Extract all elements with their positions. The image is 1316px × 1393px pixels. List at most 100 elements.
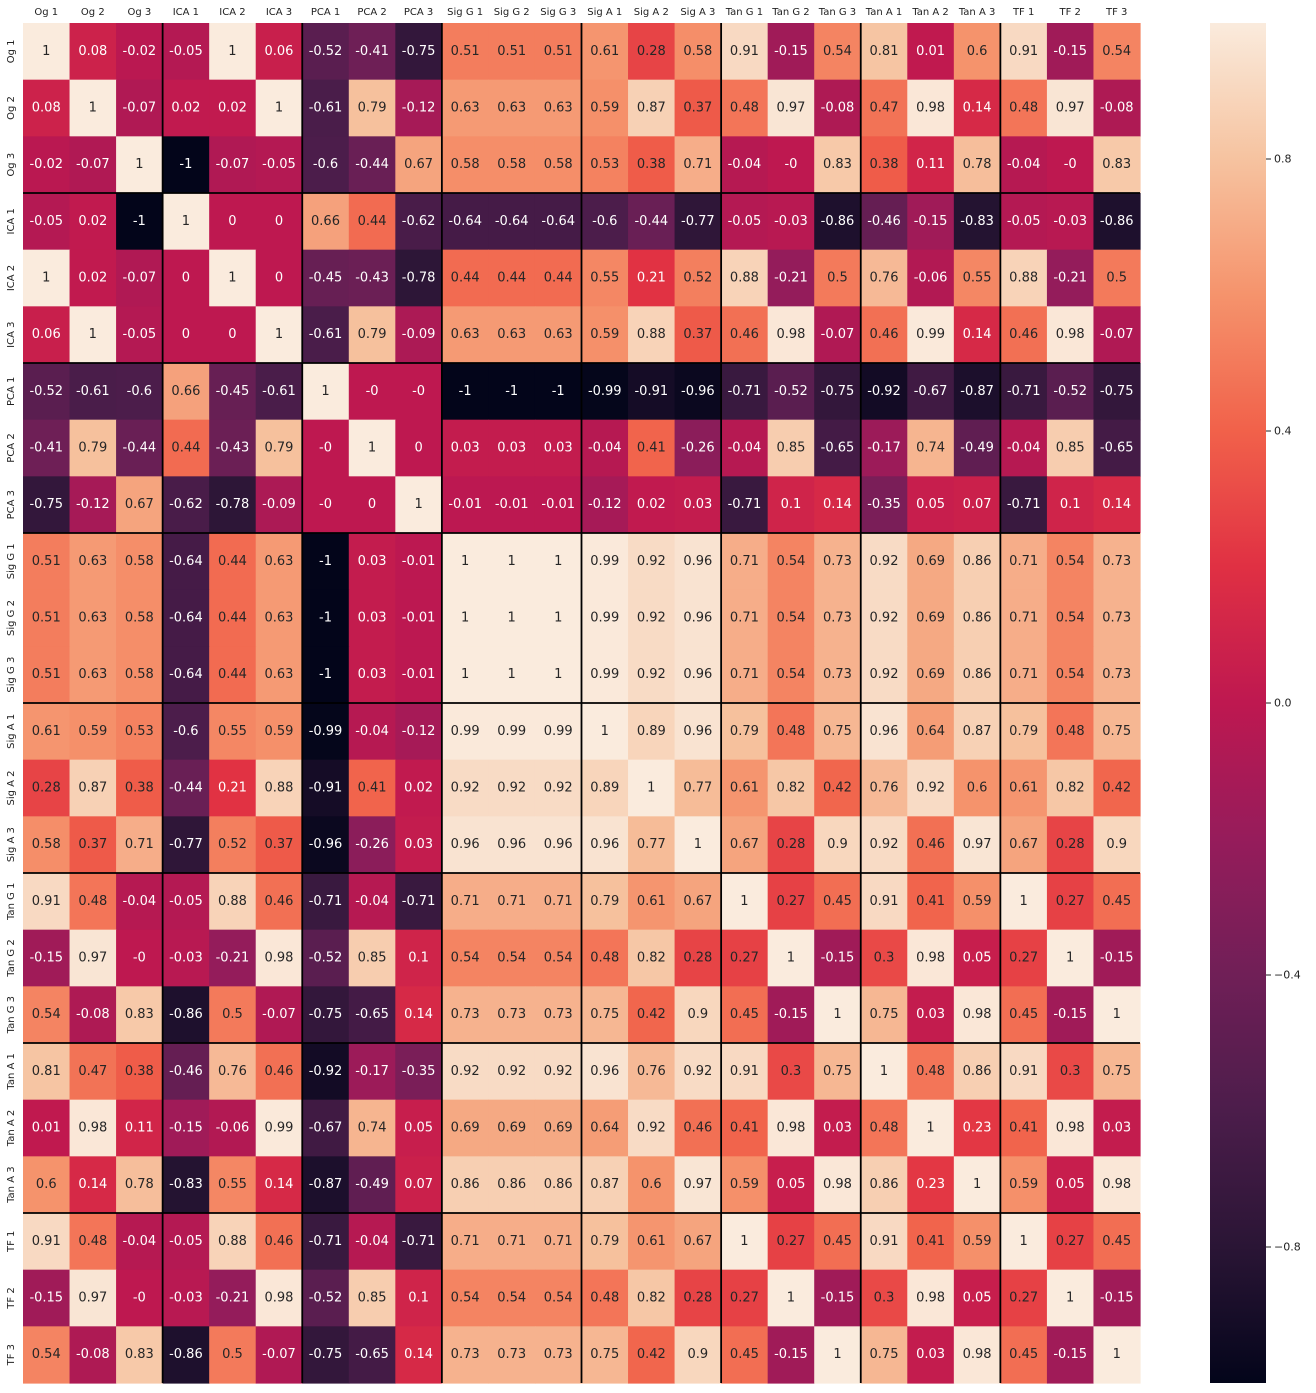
cell-value-label: -0.71 bbox=[728, 384, 762, 399]
cell-value-label: 0.58 bbox=[32, 837, 61, 852]
cell-value-label: 0.45 bbox=[1102, 894, 1131, 909]
cell-value-label: 0.61 bbox=[730, 781, 759, 796]
heatmap-cell bbox=[907, 759, 955, 817]
heatmap-cell bbox=[1000, 363, 1048, 421]
y-tick-label: TF 2 bbox=[6, 1287, 17, 1309]
heatmap-cell bbox=[581, 1326, 629, 1384]
heatmap-cell bbox=[674, 363, 722, 421]
cell-value-label: -0.03 bbox=[169, 1291, 203, 1306]
heatmap-cell bbox=[441, 476, 490, 534]
cell-value-label: 0.03 bbox=[358, 611, 387, 626]
cell-value-label: -0.08 bbox=[1100, 101, 1134, 116]
heatmap-cell bbox=[628, 136, 676, 194]
cell-value-label: 0.96 bbox=[497, 837, 526, 852]
heatmap-cell bbox=[488, 476, 536, 534]
heatmap-cell bbox=[23, 1269, 71, 1327]
heatmap-cell bbox=[1046, 1269, 1095, 1327]
heatmap-cell bbox=[814, 646, 862, 704]
heatmap-cell bbox=[953, 1099, 1001, 1157]
cell-value-label: 0.58 bbox=[451, 157, 480, 172]
heatmap-cell bbox=[581, 533, 629, 591]
cell-value-label: 1 bbox=[461, 667, 469, 682]
cell-value-label: 0.92 bbox=[637, 611, 666, 626]
cell-value-label: 0.87 bbox=[590, 1177, 619, 1192]
heatmap-cell bbox=[953, 1156, 1001, 1214]
heatmap-cell bbox=[1000, 759, 1048, 817]
cell-value-label: 0.75 bbox=[590, 1347, 619, 1362]
cell-value-label: 0.75 bbox=[1102, 1064, 1131, 1079]
heatmap-cell bbox=[628, 986, 676, 1044]
cell-value-label: 0.44 bbox=[218, 554, 247, 569]
heatmap-cell bbox=[534, 703, 583, 761]
cell-value-label: -0.15 bbox=[821, 951, 855, 966]
cell-value-label: -0.15 bbox=[1100, 1291, 1134, 1306]
cell-value-label: -0.26 bbox=[355, 837, 389, 852]
cell-value-label: 0.27 bbox=[1056, 1234, 1085, 1249]
heatmap-cell bbox=[534, 873, 583, 931]
heatmap-cell bbox=[1000, 79, 1048, 137]
heatmap-cell bbox=[767, 419, 815, 477]
cell-value-label: 0.88 bbox=[218, 894, 247, 909]
cell-value-label: 0.71 bbox=[1009, 611, 1038, 626]
heatmap-cell bbox=[395, 1156, 443, 1214]
cell-value-label: 0.88 bbox=[730, 271, 759, 286]
cell-value-label: -0 bbox=[412, 384, 425, 399]
heatmap-cell bbox=[814, 306, 862, 364]
heatmap-cell bbox=[69, 1099, 117, 1157]
cell-value-label: 0.38 bbox=[637, 157, 666, 172]
y-tick-label: Og 3 bbox=[6, 153, 17, 177]
cell-value-label: 0.71 bbox=[125, 837, 154, 852]
heatmap-cell bbox=[116, 363, 164, 421]
cell-value-label: 0.01 bbox=[32, 1121, 61, 1136]
heatmap-cell bbox=[441, 759, 490, 817]
heatmap-cell bbox=[581, 476, 629, 534]
heatmap-cell bbox=[721, 816, 769, 874]
cell-value-label: 0.99 bbox=[497, 724, 526, 739]
heatmap-cell bbox=[1000, 1213, 1048, 1271]
heatmap-cell bbox=[209, 1099, 257, 1157]
heatmap-cell bbox=[860, 759, 908, 817]
x-tick-label: ICA 3 bbox=[266, 7, 292, 18]
heatmap-cell bbox=[23, 1156, 71, 1214]
cell-value-label: 0.69 bbox=[497, 1121, 526, 1136]
y-tick-label: Tan G 1 bbox=[6, 883, 17, 921]
heatmap-cell bbox=[1093, 1043, 1141, 1101]
cell-value-label: 0.78 bbox=[963, 157, 992, 172]
cell-value-label: 0.71 bbox=[497, 1234, 526, 1249]
heatmap-cell bbox=[1093, 646, 1141, 704]
cell-value-label: 0.86 bbox=[544, 1177, 573, 1192]
heatmap-cell bbox=[69, 1043, 117, 1101]
cell-value-label: 0.41 bbox=[358, 781, 387, 796]
heatmap-cell bbox=[348, 759, 396, 817]
cell-value-label: 0.1 bbox=[781, 497, 802, 512]
heatmap-cell bbox=[721, 929, 769, 987]
heatmap-cell bbox=[674, 249, 722, 307]
cell-value-label: 0 bbox=[275, 271, 283, 286]
heatmap-cell bbox=[395, 1099, 443, 1157]
cell-value-label: -0.65 bbox=[355, 1347, 389, 1362]
heatmap-cell bbox=[1046, 249, 1095, 307]
heatmap-cell bbox=[767, 816, 815, 874]
cell-value-label: 0.54 bbox=[776, 611, 805, 626]
cell-value-label: 0.46 bbox=[870, 327, 899, 342]
cell-value-label: -0.21 bbox=[1053, 271, 1087, 286]
y-tick-label: Og 1 bbox=[6, 39, 17, 63]
heatmap-cell bbox=[162, 1156, 210, 1214]
cell-value-label: -0.75 bbox=[821, 384, 855, 399]
cell-value-label: 0.67 bbox=[683, 1234, 712, 1249]
cell-value-label: 1 bbox=[787, 951, 795, 966]
heatmap-cell bbox=[209, 986, 257, 1044]
heatmap-cell bbox=[69, 986, 117, 1044]
heatmap-cell bbox=[23, 306, 71, 364]
cell-value-label: 0.85 bbox=[358, 951, 387, 966]
heatmap-cell bbox=[1046, 533, 1095, 591]
cell-value-label: -0.05 bbox=[262, 157, 296, 172]
heatmap-cell bbox=[69, 1326, 117, 1384]
heatmap-cell bbox=[814, 929, 862, 987]
heatmap-cell bbox=[162, 873, 210, 931]
heatmap-cell bbox=[767, 929, 815, 987]
cell-value-label: 0.77 bbox=[637, 837, 666, 852]
cell-value-label: 0.71 bbox=[544, 894, 573, 909]
cell-value-label: -0.46 bbox=[867, 214, 901, 229]
cell-value-label: 0.97 bbox=[776, 101, 805, 116]
